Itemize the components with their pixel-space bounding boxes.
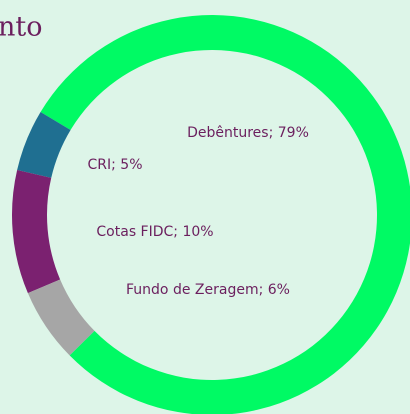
slice-label: Cotas FIDC; 10% (96, 224, 213, 240)
slice-label: Fundo de Zeragem; 6% (126, 282, 290, 298)
donut-slice (11, 170, 61, 294)
donut-slice (27, 279, 95, 356)
slice-label: Debêntures; 79% (187, 125, 309, 141)
donut-slice (17, 111, 71, 178)
slice-label: CRI; 5% (87, 157, 142, 173)
chart-title: nto (0, 12, 43, 43)
